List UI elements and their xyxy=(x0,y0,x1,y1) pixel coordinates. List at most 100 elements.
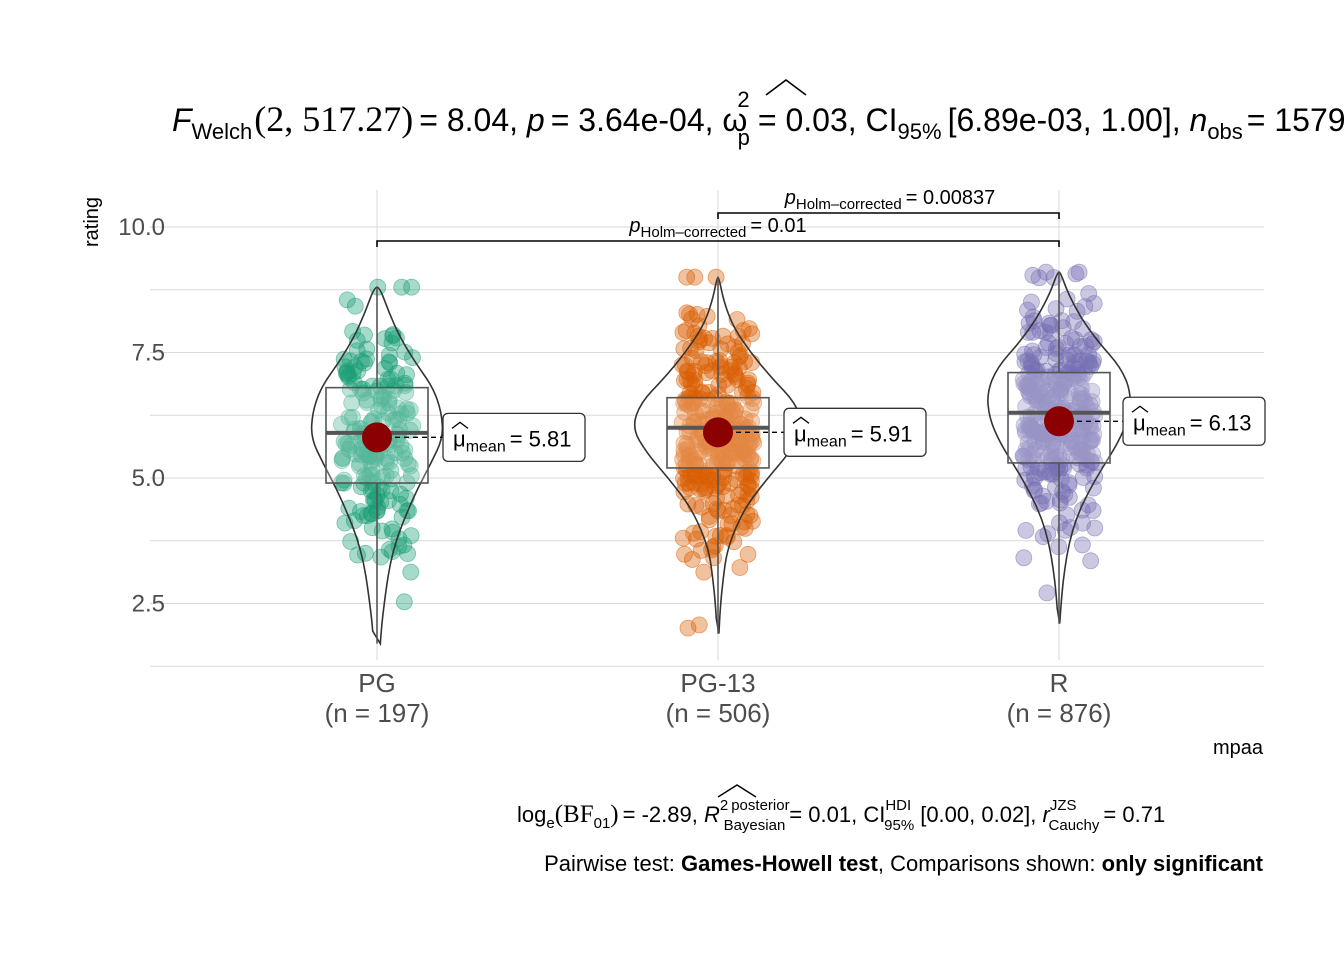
data-point xyxy=(1077,337,1094,355)
data-point xyxy=(675,394,693,412)
significance-label: pHolm–corrected = 0.00837 xyxy=(784,187,996,213)
violin-R xyxy=(987,271,1131,624)
data-point xyxy=(1024,266,1042,284)
data-point xyxy=(1044,388,1061,406)
data-point xyxy=(398,400,415,418)
data-point xyxy=(744,452,762,470)
data-point xyxy=(686,268,704,286)
data-point xyxy=(1075,434,1092,451)
y-axis-title: rating xyxy=(81,197,103,247)
data-point xyxy=(714,454,732,472)
data-point xyxy=(674,323,692,341)
data-point xyxy=(740,477,758,495)
data-point xyxy=(1022,353,1040,371)
y-tick-label: 5.0 xyxy=(132,465,165,492)
data-point xyxy=(344,364,362,382)
data-point xyxy=(1071,394,1089,412)
box-layer xyxy=(325,272,1111,644)
data-point xyxy=(710,449,727,467)
data-point xyxy=(1060,488,1078,506)
data-point xyxy=(731,559,749,576)
mean-layer: μmean = 5.81 μmean = 5.91 μmean = 6.13 xyxy=(362,396,1266,462)
data-point xyxy=(1084,445,1101,463)
data-point xyxy=(687,342,705,359)
mean-label: μmean = 5.81 xyxy=(453,426,572,455)
data-point xyxy=(715,469,732,487)
data-point xyxy=(1019,301,1036,319)
data-point xyxy=(687,497,705,514)
data-point xyxy=(1058,290,1076,308)
data-point xyxy=(739,545,757,563)
effect-size-symbol: ω xyxy=(722,102,747,138)
data-point xyxy=(700,334,718,352)
mean-hat xyxy=(1131,405,1149,413)
data-point xyxy=(742,488,760,506)
data-point xyxy=(381,354,399,372)
data-point xyxy=(1078,352,1095,370)
data-point xyxy=(402,563,420,581)
data-point xyxy=(1017,522,1035,539)
x-tick-n-label: (n = 876) xyxy=(1007,698,1112,728)
mean-label: μmean = 5.91 xyxy=(794,421,913,450)
data-point xyxy=(674,529,692,547)
data-point xyxy=(734,335,751,353)
data-point xyxy=(1018,378,1036,396)
x-tick-label: PG-13 xyxy=(680,668,755,698)
data-point xyxy=(383,543,401,560)
data-point xyxy=(395,593,413,611)
y-tick-label: 2.5 xyxy=(132,591,165,618)
data-point xyxy=(1051,494,1069,512)
data-point xyxy=(351,380,369,398)
data-point xyxy=(736,520,754,537)
data-point xyxy=(683,551,701,568)
data-point xyxy=(1015,549,1033,567)
r2-hat xyxy=(717,784,757,798)
data-point xyxy=(719,376,736,394)
mean-point xyxy=(1044,406,1074,437)
data-point xyxy=(1069,366,1087,384)
data-point xyxy=(1015,416,1033,434)
x-tick-n-label: (n = 197) xyxy=(325,698,430,728)
data-point xyxy=(358,350,375,368)
data-point xyxy=(714,478,731,496)
data-point xyxy=(1030,424,1048,441)
data-point xyxy=(1085,295,1103,312)
data-point xyxy=(342,533,360,550)
data-point xyxy=(1084,502,1102,519)
data-point xyxy=(693,498,711,516)
data-point xyxy=(394,444,411,462)
data-point xyxy=(681,479,699,497)
data-point xyxy=(1032,348,1050,366)
data-point xyxy=(677,456,695,474)
data-point xyxy=(1074,536,1091,554)
effect-size-hat xyxy=(765,79,807,96)
data-point xyxy=(399,545,417,562)
x-tick-label: R xyxy=(1050,668,1069,698)
data-point xyxy=(1026,469,1044,487)
violin-PG-13 xyxy=(633,276,803,634)
data-point xyxy=(346,358,364,376)
data-point xyxy=(1047,478,1064,496)
data-point xyxy=(403,278,421,296)
mean-label-box xyxy=(783,407,927,457)
data-point xyxy=(1031,322,1049,340)
data-point xyxy=(730,358,748,376)
data-point xyxy=(356,354,373,372)
violin-PG xyxy=(310,286,444,647)
data-point xyxy=(691,390,709,407)
data-point xyxy=(725,354,743,372)
data-point xyxy=(740,320,758,338)
data-point xyxy=(1047,300,1065,318)
data-point xyxy=(1082,552,1100,570)
data-point xyxy=(735,449,752,467)
y-tick-label: 10.0 xyxy=(118,214,165,241)
data-point xyxy=(387,377,405,395)
data-point xyxy=(715,501,733,519)
mean-hat xyxy=(792,416,810,424)
y-tick-label: 7.5 xyxy=(132,340,165,367)
data-point xyxy=(382,462,400,479)
x-tick-label: PG xyxy=(358,668,396,698)
data-point xyxy=(333,452,351,470)
data-point xyxy=(692,475,710,493)
chart-caption: Pairwise test: Games-Howell test, Compar… xyxy=(544,851,1264,876)
